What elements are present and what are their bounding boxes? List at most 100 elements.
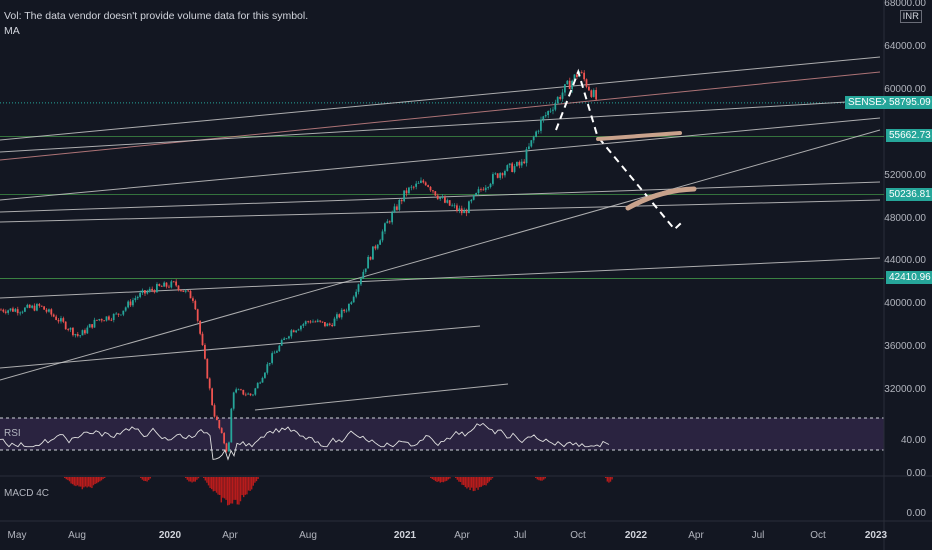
macd-bar-63 bbox=[236, 477, 238, 505]
candle-body-116 bbox=[278, 345, 281, 352]
price-axis-tick: 60000.00 bbox=[884, 84, 926, 95]
macd-bar-112 bbox=[490, 477, 492, 480]
rsi-label[interactable]: RSI bbox=[4, 428, 21, 439]
candle-body-127 bbox=[304, 321, 307, 325]
candle-body-146 bbox=[350, 302, 353, 304]
candle-body-46 bbox=[110, 319, 113, 321]
macd-bar-103 bbox=[475, 477, 478, 488]
macd-bar-47 bbox=[211, 477, 213, 490]
macd-bar-19 bbox=[94, 477, 96, 485]
candle-body-221 bbox=[530, 140, 533, 147]
candle-body-222 bbox=[532, 136, 535, 141]
candle-body-70 bbox=[168, 286, 170, 288]
candle-body-136 bbox=[326, 323, 329, 327]
candle-body-3 bbox=[7, 310, 9, 313]
candle-body-190 bbox=[456, 205, 458, 211]
candle-body-31 bbox=[74, 334, 77, 336]
candle-body-122 bbox=[292, 330, 295, 333]
macd-bar-119 bbox=[543, 477, 545, 480]
macd-bar-88 bbox=[447, 477, 449, 480]
candle-body-79 bbox=[189, 291, 192, 299]
macd-bar-40 bbox=[196, 477, 198, 480]
macd-bar-122 bbox=[606, 477, 608, 482]
candle-body-8 bbox=[19, 312, 21, 314]
candle-body-204 bbox=[489, 183, 492, 188]
price-axis-tick: 68000.00 bbox=[884, 0, 926, 10]
macd-bar-123 bbox=[608, 477, 610, 483]
macd-bar-36 bbox=[189, 477, 192, 482]
macd-bar-50 bbox=[215, 477, 218, 493]
candle-body-91 bbox=[218, 419, 221, 429]
macd-bar-75 bbox=[255, 477, 258, 482]
macd-bar-43 bbox=[204, 477, 206, 481]
macd-bar-83 bbox=[439, 477, 441, 483]
candle-body-233 bbox=[559, 97, 561, 99]
candle-body-163 bbox=[391, 212, 393, 223]
macd-bar-67 bbox=[243, 477, 245, 498]
macd-bar-110 bbox=[487, 477, 489, 484]
candle-body-110 bbox=[264, 372, 266, 378]
candle-body-153 bbox=[367, 256, 369, 269]
candle-body-248 bbox=[595, 90, 597, 100]
candle-body-105 bbox=[252, 394, 254, 396]
candle-body-37 bbox=[88, 324, 91, 328]
candle-body-51 bbox=[122, 310, 125, 315]
macd-bar-13 bbox=[84, 477, 87, 487]
candle-body-171 bbox=[410, 186, 413, 188]
macd-bar-29 bbox=[144, 477, 147, 482]
candle-body-24 bbox=[57, 319, 60, 322]
macd-bar-6 bbox=[73, 477, 75, 486]
candle-body-113 bbox=[271, 353, 273, 363]
candle-body-175 bbox=[420, 180, 422, 183]
candle-body-131 bbox=[314, 321, 317, 323]
candle-body-137 bbox=[328, 323, 331, 325]
macd-label[interactable]: MACD 4C bbox=[4, 488, 50, 499]
macd-bar-89 bbox=[449, 477, 451, 479]
candle-body-162 bbox=[388, 221, 391, 223]
macd-bar-72 bbox=[251, 477, 253, 490]
candle-body-119 bbox=[285, 338, 288, 340]
rsi-tick: 40.00 bbox=[900, 435, 926, 446]
macd-bar-124 bbox=[609, 477, 612, 482]
candle-body-224 bbox=[537, 130, 540, 132]
macd-bar-52 bbox=[219, 477, 221, 496]
candle-body-19 bbox=[45, 309, 48, 312]
candle-body-118 bbox=[283, 338, 285, 341]
candle-body-214 bbox=[513, 166, 516, 172]
candle-body-172 bbox=[412, 186, 415, 188]
macd-bar-93 bbox=[459, 477, 462, 483]
candle-body-160 bbox=[384, 223, 386, 232]
trend-line-7 bbox=[0, 325, 481, 369]
candle-body-229 bbox=[549, 110, 552, 112]
macd-bar-113 bbox=[491, 477, 494, 479]
macd-bar-24 bbox=[102, 477, 104, 480]
candle-body-129 bbox=[309, 321, 312, 323]
candle-body-61 bbox=[146, 291, 149, 294]
time-axis-tick: 2020 bbox=[158, 530, 182, 541]
candle-body-47 bbox=[112, 313, 115, 320]
candle-body-183 bbox=[439, 197, 441, 199]
macd-bar-81 bbox=[436, 477, 438, 482]
price-axis-tick: 44000.00 bbox=[884, 255, 926, 267]
macd-bar-98 bbox=[467, 477, 470, 488]
candle-body-132 bbox=[316, 320, 319, 322]
candle-body-191 bbox=[458, 208, 461, 211]
candle-body-121 bbox=[290, 330, 293, 337]
time-axis-tick: May bbox=[7, 530, 27, 541]
candle-body-133 bbox=[319, 320, 321, 322]
channel-line-1 bbox=[0, 71, 881, 161]
ma-indicator-label[interactable]: MA bbox=[4, 25, 20, 37]
macd-bar-121 bbox=[605, 477, 607, 478]
candle-body-100 bbox=[240, 389, 242, 391]
candle-body-20 bbox=[48, 309, 50, 312]
macd-bar-32 bbox=[149, 477, 151, 479]
candle-body-56 bbox=[134, 298, 137, 301]
candle-body-158 bbox=[379, 240, 381, 245]
candle-body-182 bbox=[436, 195, 439, 199]
rsi-line bbox=[0, 422, 610, 461]
candle-body-139 bbox=[333, 318, 336, 327]
macd-bar-27 bbox=[141, 477, 143, 480]
candle-body-108 bbox=[259, 382, 261, 384]
